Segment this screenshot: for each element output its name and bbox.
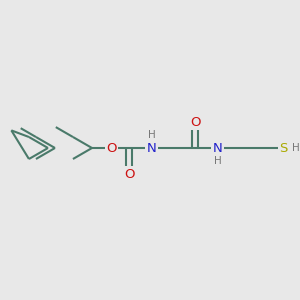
Text: O: O	[190, 116, 201, 128]
Text: O: O	[106, 142, 117, 154]
Text: H: H	[292, 143, 299, 153]
Text: H: H	[148, 130, 155, 140]
Text: N: N	[212, 142, 222, 154]
Text: H: H	[214, 156, 221, 166]
Text: N: N	[146, 142, 156, 154]
Text: S: S	[279, 142, 288, 154]
Text: O: O	[124, 167, 135, 181]
